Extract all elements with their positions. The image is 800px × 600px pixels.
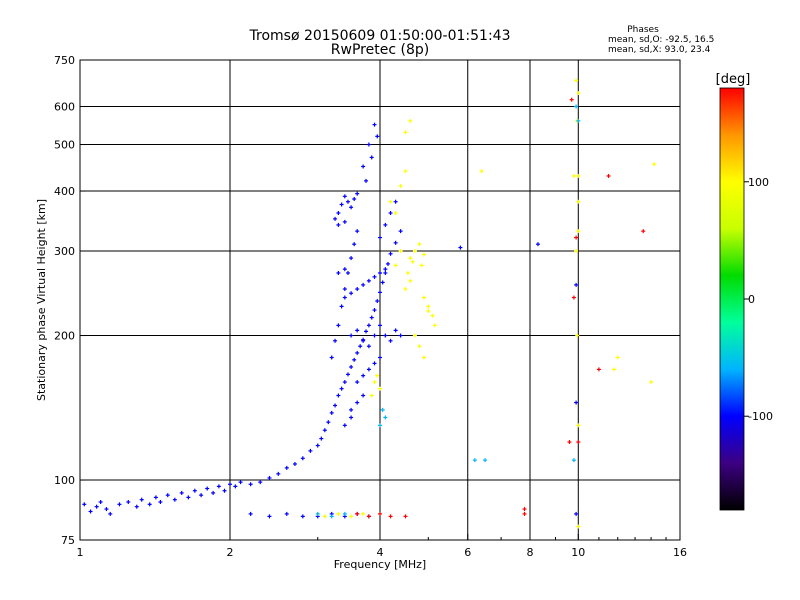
x-axis-label: Frequency [MHz]: [334, 558, 426, 571]
x-tick-label: 6: [464, 546, 471, 559]
phase-info-heading: Phases: [627, 25, 659, 35]
colorbar-tick-label: 100: [748, 176, 769, 189]
y-tick-label: 300: [54, 245, 75, 258]
chart-subtitle: RwPretec (8p): [331, 42, 429, 58]
y-tick-label: 500: [54, 139, 75, 152]
y-tick-label: 750: [54, 54, 75, 67]
y-tick-label: 75: [61, 534, 75, 547]
colorbar-ticks: 100 0 -100: [744, 176, 773, 423]
x-tick-label: 16: [673, 546, 687, 559]
y-tick-label: 400: [54, 185, 75, 198]
x-axis-ticks: 1 2 4 6 8 10 16: [77, 534, 687, 559]
chart-title: Tromsø 20150609 01:50:00-01:51:43: [249, 28, 511, 44]
phase-info-line-o: mean, sd,O: -92.5, 16.5: [608, 35, 714, 45]
x-tick-label: 4: [377, 546, 384, 559]
data-points: [82, 78, 657, 529]
y-tick-label: 200: [54, 330, 75, 343]
x-tick-label: 1: [77, 546, 84, 559]
y-tick-label: 100: [54, 474, 75, 487]
x-tick-label: 8: [527, 546, 534, 559]
colorbar-tick-label: 0: [748, 293, 755, 306]
x-tick-label: 2: [227, 546, 234, 559]
colorbar-tick-label: -100: [748, 410, 773, 423]
colorbar: [719, 87, 745, 511]
y-axis-ticks: 75 100 200 300 400 500 600 750: [54, 54, 86, 547]
y-tick-label: 600: [54, 101, 75, 114]
y-axis-label: Stationary phase Virtual Height [km]: [35, 199, 48, 401]
x-tick-label: 10: [571, 546, 585, 559]
colorbar-label: [deg]: [716, 72, 751, 87]
phase-info-line-x: mean, sd,X: 93.0, 23.4: [608, 45, 711, 55]
plot-grid: [80, 60, 680, 540]
